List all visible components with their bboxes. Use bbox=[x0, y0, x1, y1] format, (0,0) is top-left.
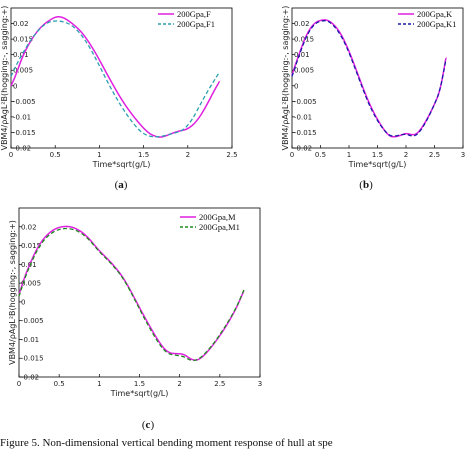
series-line-2 bbox=[18, 227, 245, 362]
legend-label: 200Gpa,F1 bbox=[177, 19, 215, 29]
chart-panel-b: 0 0.5 1 1.5 2 2.5 3 -0.02 -0.015 -0.01 -0.005 0 0.00… bbox=[281, 6, 465, 191]
y-tick-label: -0.01 bbox=[294, 113, 312, 121]
y-axis-label: VBM4/ρAgL²B(hogging:-, sagging:+) bbox=[8, 220, 17, 365]
y-tick-label: -0.005 bbox=[21, 317, 44, 325]
y-tick-label: -0.02 bbox=[21, 374, 39, 382]
y-axis-label: VBM4/ρAgL²B(hogging:-, sagging:+) bbox=[0, 6, 9, 151]
y-tick-label: 0.01 bbox=[294, 51, 310, 59]
x-tick-label: 0 bbox=[9, 151, 13, 159]
x-tick-label: 2 bbox=[404, 151, 408, 159]
series-line-1 bbox=[10, 15, 221, 138]
y-tick-label: 0.015 bbox=[21, 242, 41, 250]
x-tick-label: 2.5 bbox=[226, 151, 237, 159]
x-tick-label: 2 bbox=[186, 151, 190, 159]
y-tick-label: 0.02 bbox=[294, 20, 310, 28]
x-tick-label: 1.5 bbox=[372, 151, 383, 159]
x-axis-label: Time*sqrt(g/L) bbox=[92, 160, 151, 169]
legend-label: 200Gpa,M1 bbox=[199, 222, 240, 232]
y-tick-label: 0.015 bbox=[13, 36, 33, 44]
x-tick-label: 0.5 bbox=[50, 151, 61, 159]
y-tick-label: 0 bbox=[294, 82, 298, 90]
y-tick-label: 0.005 bbox=[294, 67, 314, 75]
y-tick-label: -0.015 bbox=[294, 129, 317, 137]
y-tick-label: 0.02 bbox=[21, 223, 37, 231]
x-tick-label: 0.5 bbox=[315, 151, 326, 159]
y-tick-label: -0.02 bbox=[13, 145, 31, 153]
y-tick-label: 0 bbox=[21, 298, 25, 306]
plot-frame bbox=[291, 7, 464, 149]
y-tick-label: 0.02 bbox=[13, 20, 29, 28]
y-tick-label: 0.01 bbox=[13, 51, 29, 59]
y-axis-label: VBM4/ρAgL²B(hogging:-, sagging:+) bbox=[281, 6, 290, 151]
x-tick-label: 1.5 bbox=[134, 380, 145, 388]
x-tick-label: 2.5 bbox=[214, 380, 225, 388]
y-tick-label: -0.01 bbox=[21, 336, 39, 344]
x-tick-label: 3 bbox=[258, 380, 262, 388]
y-tick-label: 0.005 bbox=[21, 280, 41, 288]
x-tick-label: 1.5 bbox=[138, 151, 149, 159]
plot-frame bbox=[10, 7, 233, 149]
x-tick-label: 0 bbox=[17, 380, 21, 388]
figure-caption: Figure 5. Non-dimensional vertical bendi… bbox=[0, 437, 333, 449]
chart-panel-a: 0 0.5 1 1.5 2 2.5 -0.02 -0.015 -0.01 -0.005 0 0.005… bbox=[0, 6, 238, 191]
plot-frame bbox=[18, 207, 261, 378]
x-tick-label: 2 bbox=[177, 380, 181, 388]
panel-label: (c) bbox=[142, 419, 155, 431]
series-line-2 bbox=[10, 20, 220, 138]
y-tick-label: -0.02 bbox=[294, 145, 312, 153]
x-tick-label: 1 bbox=[97, 380, 101, 388]
legend-label: 200Gpa,M bbox=[199, 212, 236, 222]
legend-label: 200Gpa,F bbox=[177, 9, 211, 19]
panel-label: (a) bbox=[115, 179, 128, 191]
series-line-1 bbox=[291, 19, 447, 138]
x-axis-label: Time*sqrt(g/L) bbox=[348, 160, 407, 169]
legend-label: 200Gpa,K1 bbox=[417, 19, 456, 29]
plot-area: 0 0.5 1 1.5 2 2.5 3 -0.02 -0.015 -0.01 -0.005 0 0.00… bbox=[8, 207, 262, 398]
legend-label: 200Gpa,K bbox=[417, 9, 453, 19]
series-line-2 bbox=[291, 20, 447, 137]
x-tick-label: 2.5 bbox=[429, 151, 440, 159]
y-tick-label: -0.005 bbox=[13, 98, 36, 106]
x-tick-label: 0 bbox=[290, 151, 294, 159]
x-tick-label: 1 bbox=[347, 151, 351, 159]
y-tick-label: -0.015 bbox=[21, 355, 44, 363]
y-tick-label: 0.005 bbox=[13, 67, 33, 75]
y-tick-label: 0 bbox=[13, 82, 17, 90]
y-tick-label: -0.005 bbox=[294, 98, 317, 106]
panel-label: (b) bbox=[359, 179, 373, 191]
plot-area: 0 0.5 1 1.5 2 2.5 -0.02 -0.015 -0.01 -0.005 0 0.005… bbox=[0, 6, 238, 169]
x-tick-label: 3 bbox=[461, 151, 465, 159]
x-axis-label: Time*sqrt(g/L) bbox=[110, 389, 169, 398]
chart-panel-c: 0 0.5 1 1.5 2 2.5 3 -0.02 -0.015 -0.01 -0.005 0 0.00… bbox=[8, 207, 262, 431]
y-tick-label: -0.01 bbox=[13, 113, 31, 121]
y-tick-label: -0.015 bbox=[13, 129, 36, 137]
x-tick-label: 1 bbox=[97, 151, 101, 159]
x-tick-label: 0.5 bbox=[54, 380, 65, 388]
plot-area: 0 0.5 1 1.5 2 2.5 3 -0.02 -0.015 -0.01 -0.005 0 0.00… bbox=[281, 6, 465, 169]
